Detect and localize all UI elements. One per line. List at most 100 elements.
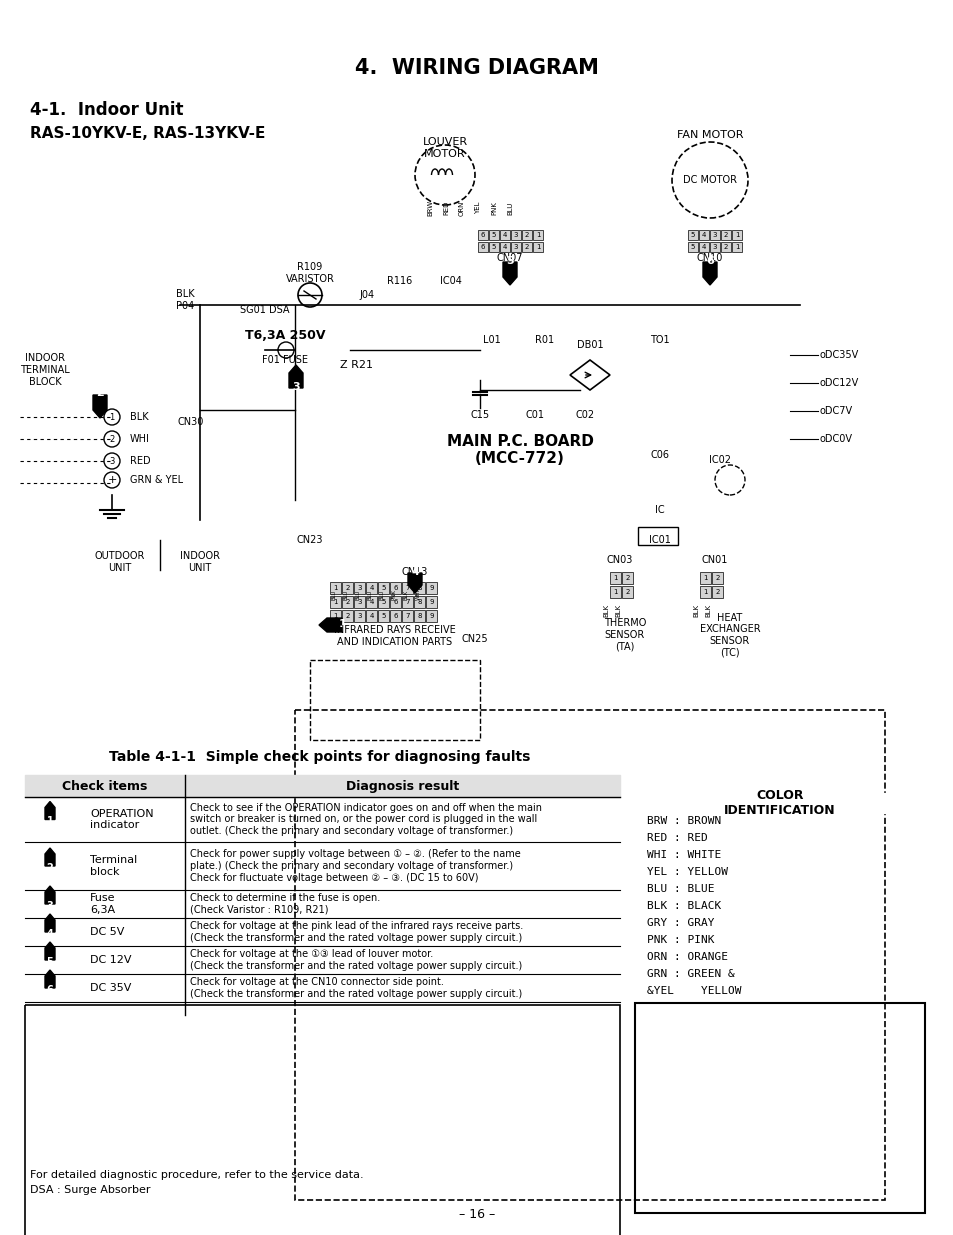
- Text: 4: 4: [369, 613, 374, 619]
- Bar: [521, 230, 532, 240]
- Text: Diagnosis result: Diagnosis result: [346, 779, 458, 793]
- Text: YEL: YEL: [475, 201, 480, 214]
- Text: Check items: Check items: [62, 779, 148, 793]
- Text: RED: RED: [130, 456, 151, 466]
- Text: ORN : ORANGE: ORN : ORANGE: [646, 952, 727, 962]
- Text: BLK: BLK: [692, 604, 699, 616]
- Bar: [489, 242, 498, 252]
- Text: PNK: PNK: [391, 589, 396, 600]
- Text: 4.  WIRING DIAGRAM: 4. WIRING DIAGRAM: [355, 58, 598, 78]
- Text: CN10: CN10: [696, 253, 722, 263]
- Text: WHI: WHI: [416, 589, 420, 600]
- FancyArrow shape: [92, 395, 107, 417]
- Bar: [687, 230, 698, 240]
- Text: 7: 7: [405, 599, 410, 605]
- Bar: [489, 230, 498, 240]
- Text: +: +: [107, 475, 116, 485]
- Text: R109
VARISTOR: R109 VARISTOR: [285, 262, 335, 284]
- Bar: [609, 572, 620, 584]
- Text: 9: 9: [429, 599, 434, 605]
- Text: BLU : BLUE: BLU : BLUE: [646, 884, 714, 894]
- Bar: [699, 230, 708, 240]
- Text: 2: 2: [345, 585, 350, 592]
- Text: 3: 3: [712, 245, 717, 249]
- Text: CN01: CN01: [701, 555, 727, 564]
- Text: GRN & YEL: GRN & YEL: [130, 475, 183, 485]
- Bar: [635, 1003, 924, 1213]
- Text: Fuse
6,3A: Fuse 6,3A: [90, 893, 115, 915]
- Text: 4: 4: [411, 567, 418, 577]
- Text: 3: 3: [110, 457, 114, 466]
- Text: 2: 2: [47, 863, 53, 873]
- Text: YEL : YELLOW: YEL : YELLOW: [646, 867, 727, 877]
- Text: BLU: BLU: [379, 589, 384, 600]
- FancyArrow shape: [45, 848, 55, 866]
- Text: 2: 2: [624, 576, 629, 580]
- Text: 2: 2: [345, 613, 350, 619]
- Text: 6: 6: [705, 256, 713, 266]
- Text: INFRARED RAYS RECEIVE
AND INDICATION PARTS: INFRARED RAYS RECEIVE AND INDICATION PAR…: [334, 625, 456, 647]
- Bar: [709, 230, 720, 240]
- Text: 3: 3: [514, 232, 517, 238]
- Text: 3: 3: [356, 599, 361, 605]
- Text: BLK: BLK: [615, 604, 620, 616]
- Text: oDC35V: oDC35V: [820, 350, 859, 359]
- Text: 1: 1: [613, 576, 618, 580]
- Text: R01: R01: [535, 335, 554, 345]
- Text: 1: 1: [702, 589, 707, 595]
- Text: L01: L01: [482, 335, 500, 345]
- Text: 1: 1: [333, 613, 337, 619]
- Text: CN25: CN25: [461, 634, 488, 643]
- FancyArrow shape: [318, 618, 341, 632]
- Bar: [330, 610, 340, 622]
- FancyArrow shape: [702, 262, 717, 285]
- Bar: [720, 242, 730, 252]
- Text: LOUVER
MOTOR: LOUVER MOTOR: [422, 137, 467, 159]
- Bar: [414, 582, 424, 594]
- FancyArrow shape: [45, 969, 55, 988]
- Text: 3: 3: [712, 232, 717, 238]
- Text: 2: 2: [96, 388, 104, 398]
- Text: IC02: IC02: [708, 454, 730, 466]
- Text: BLU: BLU: [367, 589, 372, 600]
- Text: INDOOR
UNIT: INDOOR UNIT: [180, 551, 220, 573]
- Text: IC01: IC01: [648, 535, 670, 545]
- Text: C06: C06: [650, 450, 669, 459]
- Text: C15: C15: [470, 410, 489, 420]
- Bar: [354, 610, 365, 622]
- Text: T6,3A 250V: T6,3A 250V: [245, 329, 325, 342]
- Text: &YEL    YELLOW: &YEL YELLOW: [646, 986, 740, 995]
- Text: 5: 5: [506, 256, 514, 266]
- Text: DB01: DB01: [576, 340, 602, 350]
- Text: 6: 6: [393, 585, 397, 592]
- Bar: [709, 242, 720, 252]
- Bar: [687, 242, 698, 252]
- Text: 4: 4: [701, 245, 705, 249]
- Bar: [621, 585, 633, 598]
- Bar: [533, 230, 542, 240]
- Text: GRN : GREEN &: GRN : GREEN &: [646, 969, 734, 979]
- Text: 8: 8: [416, 585, 421, 592]
- Text: THERMO
SENSOR
(TA): THERMO SENSOR (TA): [603, 619, 645, 652]
- Text: BLK
P04: BLK P04: [175, 289, 194, 311]
- FancyArrow shape: [289, 366, 303, 388]
- Text: 2: 2: [624, 589, 629, 595]
- Bar: [511, 242, 520, 252]
- Text: 1: 1: [333, 585, 337, 592]
- Text: BLU: BLU: [355, 589, 360, 600]
- Bar: [354, 597, 365, 608]
- Text: 2: 2: [715, 589, 719, 595]
- Text: 2: 2: [524, 245, 529, 249]
- Bar: [401, 610, 413, 622]
- Bar: [521, 242, 532, 252]
- Text: 8: 8: [416, 613, 421, 619]
- Bar: [390, 610, 400, 622]
- Text: DC 35V: DC 35V: [90, 983, 132, 993]
- Bar: [426, 610, 436, 622]
- Text: Check for voltage at the CN10 connector side point.
(Check the transformer and t: Check for voltage at the CN10 connector …: [190, 977, 521, 999]
- Text: INDOOR
TERMINAL
BLOCK: INDOOR TERMINAL BLOCK: [20, 353, 70, 387]
- Text: BRW: BRW: [427, 200, 433, 216]
- Text: 9: 9: [429, 613, 434, 619]
- Bar: [426, 582, 436, 594]
- Bar: [377, 597, 389, 608]
